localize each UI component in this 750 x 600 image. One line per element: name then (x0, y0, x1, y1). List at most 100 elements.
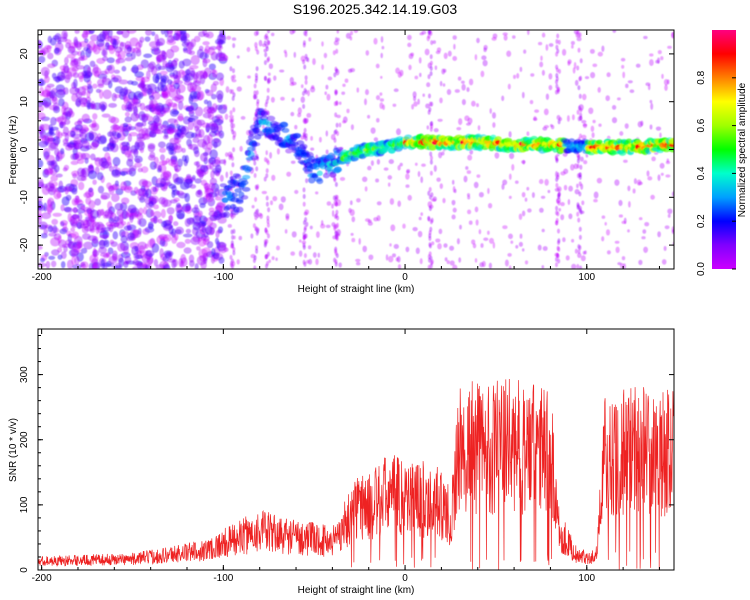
spectrogram-cell (671, 32, 674, 39)
spectrogram-cell (415, 247, 420, 255)
spectrogram-cell (665, 160, 671, 165)
spectrogram-cell (278, 203, 284, 211)
spectrogram-cell (215, 205, 224, 211)
spectrogram-cell (82, 140, 90, 149)
spectrogram-cell (429, 151, 433, 157)
spectrogram-cell (219, 174, 224, 182)
spectrogram-cell (562, 237, 566, 243)
spectrogram-cell (331, 203, 334, 209)
spectrogram-cell (323, 52, 328, 59)
spectrogram-cell (294, 189, 299, 194)
spectrogram-cell (51, 249, 60, 256)
spectrogram-cell (90, 142, 99, 150)
spectrogram-cell (125, 212, 133, 218)
spectrogram-cell (293, 51, 297, 58)
spectrogram-cell (71, 231, 79, 240)
spectrogram-cell (429, 219, 433, 225)
spectrogram-cell (150, 217, 160, 224)
spectrogram-cell (580, 255, 586, 262)
spectrogram-cell (196, 168, 205, 178)
spectrogram-cell (506, 50, 512, 57)
spectrogram-cell (557, 39, 561, 45)
spectrogram-cell (242, 174, 251, 180)
spectrogram-cell (199, 202, 206, 209)
spectrogram-cell (556, 172, 560, 178)
colorbar-label: Normalized spectral amplitude (737, 82, 748, 217)
spectrogram-cell (577, 244, 581, 250)
spectrogram-cell (279, 69, 285, 73)
spectrogram-cell (176, 202, 181, 208)
spectrogram-cell (370, 160, 374, 166)
spectrogram-cell (661, 73, 664, 79)
spectrogram-cell (235, 199, 244, 205)
spectrogram-cell (102, 89, 112, 100)
spectrogram-cell (212, 252, 220, 260)
spectrogram-cell (70, 214, 80, 224)
spectrogram-cell (167, 118, 177, 124)
spectrogram-cell (59, 121, 67, 126)
spectrogram-cell (334, 182, 338, 187)
spectrogram-cell (439, 97, 443, 104)
spectrogram-cell (107, 131, 114, 137)
spectrogram-cell (173, 145, 183, 153)
snr-x-axis: -200 -100 0 100 (32, 329, 660, 584)
spectrogram-cell (661, 259, 667, 265)
spectrogram-cell (651, 156, 656, 162)
spectrogram-cell (82, 70, 93, 79)
spectrogram-cell (326, 93, 331, 101)
spectrogram-cell (50, 116, 57, 126)
spectrogram-cell (451, 179, 455, 185)
snr-frame (37, 328, 675, 571)
spectrogram-cell (459, 224, 462, 230)
spectrogram-cell (264, 241, 268, 246)
spectrogram-cell (373, 37, 378, 45)
spectrogram-cell (407, 194, 412, 201)
spectrogram-cell (530, 73, 535, 77)
spectrogram-cell (112, 156, 121, 167)
spectrogram-cell (264, 34, 267, 40)
spectrogram-cell (664, 225, 670, 230)
spectrogram-cell (275, 257, 278, 261)
spectrogram-cell (428, 242, 432, 248)
spectrogram-cell (345, 32, 351, 39)
spectrogram-cell (541, 265, 545, 269)
spectrogram-cell (581, 120, 587, 124)
spectrogram-cell (458, 118, 463, 126)
spectrogram-cell (231, 192, 239, 198)
spectrogram-cell (647, 176, 653, 181)
spectrogram-cell (657, 231, 661, 238)
spectrogram-cell (657, 174, 661, 181)
spectrogram-cell (126, 30, 137, 34)
spectrogram-cell (303, 253, 307, 259)
spectrogram-cell (196, 90, 205, 101)
spectrogram-cell (138, 218, 147, 227)
spectrogram-cell (597, 86, 601, 93)
snr-x-label: Height of straight line (km) (298, 585, 415, 596)
spectrogram-cell (50, 174, 58, 182)
spectrogram-cell (373, 217, 379, 222)
spectrogram-cell (159, 147, 166, 153)
spectrogram-cell (264, 52, 268, 58)
spectrogram-cell (577, 217, 581, 223)
spectrogram-cell (582, 123, 588, 129)
spectrogram-cell (375, 95, 381, 101)
spectrogram-cell (663, 246, 667, 251)
spectrogram-cell (187, 117, 196, 123)
spectrogram-cell (452, 185, 456, 193)
spectrogram-cell (206, 141, 213, 151)
spectrogram-cell (605, 229, 611, 236)
spectrogram-cell (43, 228, 49, 235)
spectrogram-cell (576, 158, 580, 164)
spectrogram-cell (209, 227, 215, 235)
spectrogram-cell (428, 93, 431, 99)
spectrogram-cell (638, 259, 643, 266)
spectrogram-cell (81, 90, 87, 97)
spectrogram-cell (447, 50, 452, 57)
spectrogram-cell (596, 177, 603, 184)
spectrogram-cell (316, 170, 323, 177)
spectrogram-cell (417, 230, 423, 238)
spectrogram-cell (592, 119, 596, 124)
spectrogram-cell (405, 184, 410, 188)
spectrogram-cell (667, 213, 671, 218)
spectrogram-cell (554, 89, 558, 95)
